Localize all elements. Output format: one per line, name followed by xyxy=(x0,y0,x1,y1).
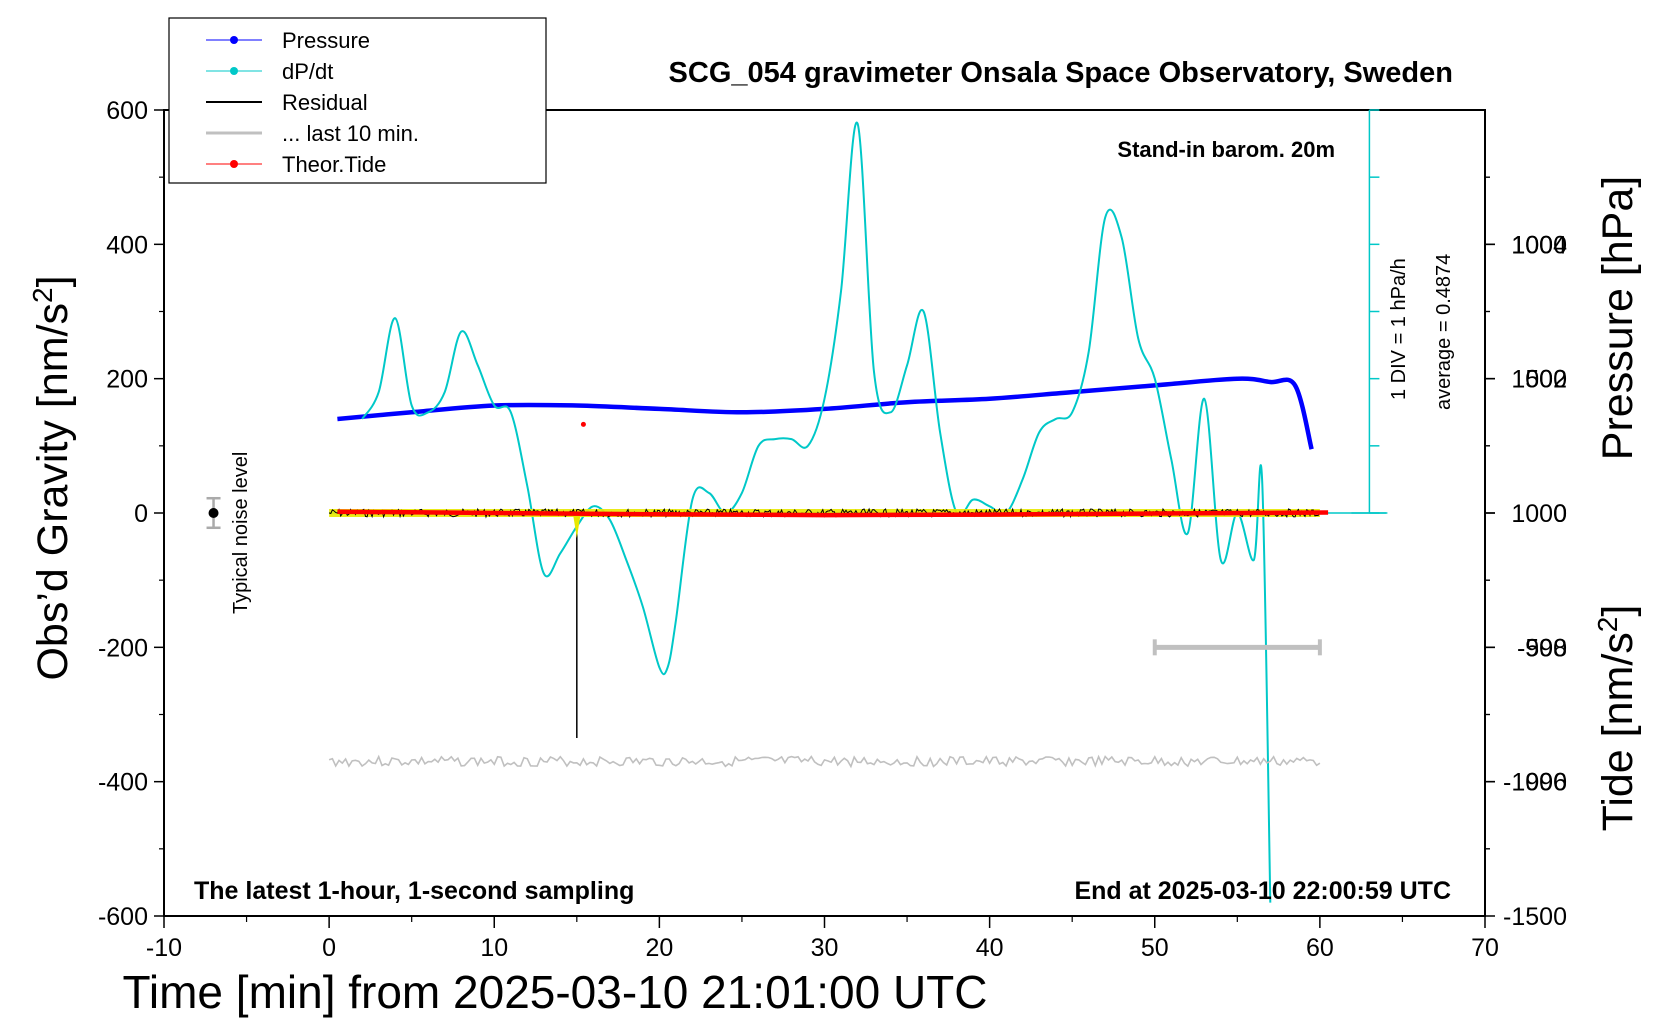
x-tick-label: 20 xyxy=(645,934,673,962)
pressure-tick-label: 996 xyxy=(1525,769,1567,797)
tide-tick-label: 0 xyxy=(1553,500,1567,528)
tide-outlier-point xyxy=(580,421,586,427)
y-axis-title-sup: 2 xyxy=(27,287,58,303)
legend: Pressure dP/dt Residual ... last 10 min. The… xyxy=(168,17,547,184)
legend-label: Residual xyxy=(282,90,368,115)
tide-tick-label: -1500 xyxy=(1503,903,1567,931)
tide-tick-label: 500 xyxy=(1525,366,1567,394)
legend-label: Pressure xyxy=(282,28,370,53)
tide-tick-label: -500 xyxy=(1517,634,1567,662)
y-axis-title: Obs’d Gravity [nm/s2] xyxy=(27,275,78,680)
theor-tide-line xyxy=(337,509,1329,518)
tide-axis-title-tail: ] xyxy=(1594,605,1642,617)
legend-swatch-marker xyxy=(230,160,238,168)
x-axis-title: Time [min] from 2025-03-10 21:01:00 UTC xyxy=(123,966,988,1018)
legend-box xyxy=(168,17,547,184)
pressure-tick-label: 1000 xyxy=(1511,500,1567,528)
stand-in-barometer-note: Stand-in barom. 20m xyxy=(1117,137,1335,162)
dpdt-division-scale xyxy=(1351,109,1388,514)
div-scale-label: 1 DIV = 1 hPa/h xyxy=(1388,258,1410,400)
y-tick-label: 600 xyxy=(106,97,148,125)
legend-items: Pressure dP/dt Residual ... last 10 min. The… xyxy=(206,28,419,177)
x-axis-ticks: -10 0 10 20 30 40 50 60 70 xyxy=(146,916,1499,962)
tide-axis-ticks: 1000 500 0 -500 -1000 -1500 xyxy=(1485,176,1567,931)
sampling-note: The latest 1-hour, 1-second sampling xyxy=(194,877,634,905)
series-layer xyxy=(206,121,1386,903)
x-tick-label: 50 xyxy=(1141,934,1169,962)
tide-axis-title-sup: 2 xyxy=(1592,617,1623,633)
pressure-axis-title: Pressure [hPa] xyxy=(1594,176,1642,460)
y-axis-title-main: Obs’d Gravity [nm/s xyxy=(29,303,77,681)
x-tick-label: 60 xyxy=(1306,934,1334,962)
pressure-tick-label: 1004 xyxy=(1511,231,1567,259)
tide-tick-label: -1000 xyxy=(1503,769,1567,797)
x-tick-label: 10 xyxy=(480,934,508,962)
x-tick-label: 0 xyxy=(322,934,336,962)
x-tick-label: -10 xyxy=(146,934,182,962)
y-tick-label: -600 xyxy=(98,903,148,931)
x-tick-label: 30 xyxy=(811,934,839,962)
chart-title: SCG_054 gravimeter Onsala Space Observat… xyxy=(669,57,1453,89)
tide-axis-title: Tide [nm/s2] xyxy=(1592,605,1643,832)
end-time-note: End at 2025-03-10 22:00:59 UTC xyxy=(1074,877,1451,905)
average-label: average = 0.4874 xyxy=(1433,254,1455,410)
residual-spike-yellow xyxy=(572,513,581,538)
noise-bar-point xyxy=(208,508,219,518)
pressure-tick-label: 1002 xyxy=(1511,366,1567,394)
legend-swatch-marker xyxy=(230,67,238,75)
tide-axis-title-main: Tide [nm/s xyxy=(1594,632,1642,831)
y-tick-label: -400 xyxy=(98,769,148,797)
last-10-min-line xyxy=(328,754,1321,769)
y-axis-title-tail: ] xyxy=(29,275,77,287)
legend-label: Theor.Tide xyxy=(282,152,386,177)
tide-tick-label: 1000 xyxy=(1511,231,1567,259)
legend-label: ... last 10 min. xyxy=(282,121,419,146)
legend-swatch-marker xyxy=(230,36,238,44)
pressure-axis-ticks: 1004 1002 1000 998 996 xyxy=(1485,176,1567,850)
pressure-line xyxy=(337,376,1314,450)
pressure-tick-label: 998 xyxy=(1525,634,1567,662)
y-tick-label: 200 xyxy=(106,366,148,394)
y-tick-label: -200 xyxy=(98,634,148,662)
legend-label: dP/dt xyxy=(282,59,333,84)
x-tick-label: 70 xyxy=(1471,934,1499,962)
dpdt-line xyxy=(361,121,1272,903)
y-tick-label: 0 xyxy=(134,500,148,528)
gravity-axis-ticks: 600 400 200 0 -200 -400 -600 xyxy=(98,97,164,931)
noise-level-label: Typical noise level xyxy=(230,452,252,614)
x-tick-label: 40 xyxy=(976,934,1004,962)
y-tick-label: 400 xyxy=(106,231,148,259)
